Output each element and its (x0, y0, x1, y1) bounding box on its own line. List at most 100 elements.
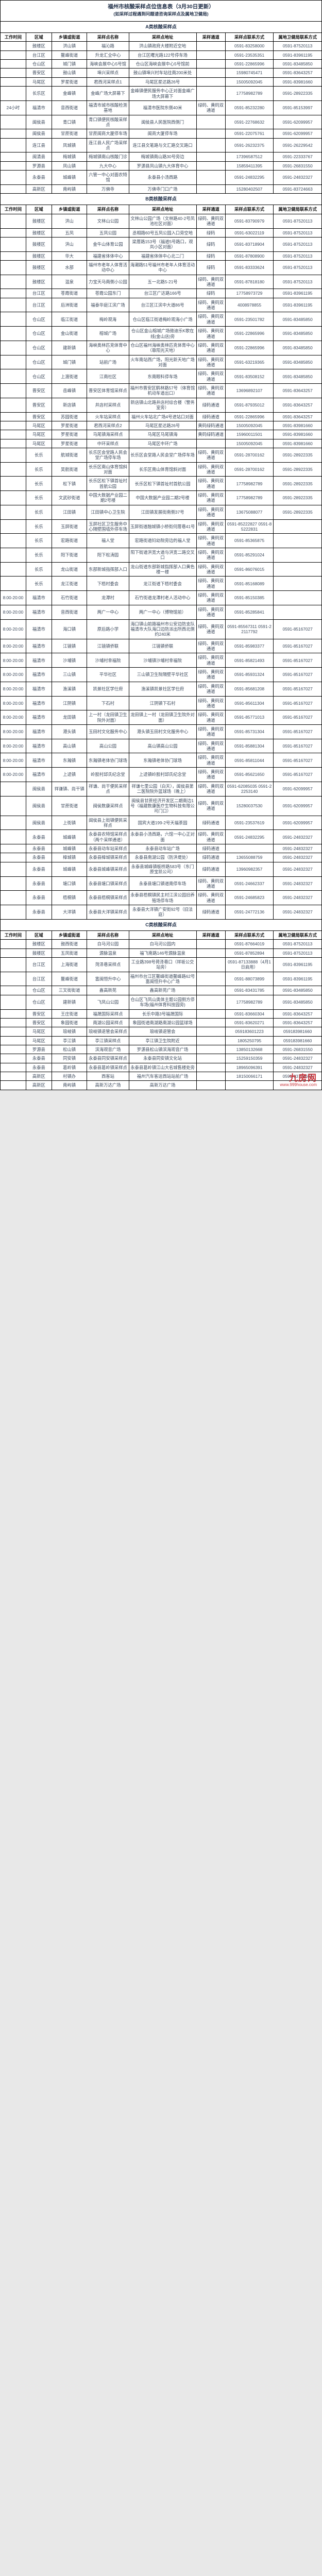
cell-sample-channel[interactable]: 绿码、黄码双通道 (196, 341, 225, 355)
table-row[interactable]: 马尾区 罗星街道 君西河采样点1 马尾区星达路26号 15005092045 0591-8… (1, 77, 322, 86)
cell-sample-channel[interactable]: 绿码通道 (196, 412, 225, 421)
cell-area[interactable]: 高新区 (26, 1081, 52, 1090)
cell-sample-channel[interactable] (196, 1072, 225, 1081)
cell-sample-point-contact[interactable] (225, 844, 274, 853)
cell-town-street[interactable]: 南屿镇 (52, 184, 87, 193)
cell-area[interactable]: 鼓楼区 (26, 940, 52, 948)
cell-sample-point-contact[interactable]: 0591-85811044 (225, 753, 274, 768)
cell-sample-point-name[interactable]: 飞凤山公园 (87, 995, 129, 1009)
cell-town-street[interactable]: 临江街道 (52, 312, 87, 327)
cell-work-time[interactable] (1, 275, 26, 289)
cell-area[interactable]: 长乐 (26, 534, 52, 548)
cell-health-bureau-contact[interactable]: 0591-22333767 (274, 152, 322, 161)
cell-sample-point-name[interactable]: 东部新城指挥部入口 (87, 562, 129, 577)
cell-town-street[interactable]: 凤城镇 (52, 138, 87, 152)
cell-sample-channel[interactable] (196, 77, 225, 86)
cell-sample-point-name[interactable]: 榕城广场 (87, 327, 129, 341)
cell-sample-point-name[interactable]: 海峡奥林匹克体育中心 (87, 341, 129, 355)
table-row[interactable]: 马尾区 罗星街道 中环采样点 马尾区中环广场 15005092045 0591-83981… (1, 439, 322, 448)
cell-sample-channel[interactable]: 绿码、黄码双通道 (196, 696, 225, 710)
table-row[interactable]: 高新区 南屿镇 高新万达广场 高新万达广场 (1, 1081, 322, 1090)
cell-sample-point-name[interactable]: 江镜镇侨联 (87, 639, 129, 653)
cell-sample-point-contact[interactable]: 0591-88073899 (225, 972, 274, 986)
table-row[interactable]: 8:00-20:00 福清市 沙埔镇 沙埔村幸福院 沙埔镇沙埔村幸福院 绿码、黄码双通道 0… (1, 653, 322, 668)
cell-sample-point-address[interactable]: 两广一中心（博物馆前） (129, 605, 196, 619)
cell-sample-channel[interactable]: 绿码通道 (196, 844, 225, 853)
cell-work-time[interactable] (1, 816, 26, 830)
cell-sample-point-contact[interactable]: 0591-83508152 (225, 369, 274, 384)
cell-sample-channel[interactable] (196, 972, 225, 986)
cell-sample-point-contact[interactable]: 0591-87664019 (225, 940, 274, 948)
cell-town-street[interactable]: 松下镇 (52, 477, 87, 491)
cell-work-time[interactable]: 8:00-20:00 (1, 605, 26, 619)
cell-sample-point-name[interactable]: 永泰县梧桐镇采样点 (87, 891, 129, 905)
cell-sample-point-contact[interactable]: 0591-85365875 (225, 534, 274, 548)
cell-health-bureau-contact[interactable]: 0591-83981660 (274, 430, 322, 439)
cell-work-time[interactable] (1, 548, 26, 562)
cell-town-street[interactable]: 樟城镇 (52, 853, 87, 862)
table-row[interactable]: 闽侯县 甘蔗街道 甘蔗闽商大厦停车场 闽商大厦停车场 0591-22075761 0591… (1, 129, 322, 138)
cell-town-street[interactable]: 同安镇 (52, 1054, 87, 1063)
cell-health-bureau-contact[interactable]: 0591-83485850 (274, 369, 322, 384)
cell-sample-point-contact[interactable]: 0591-63219365 (225, 355, 274, 369)
cell-area[interactable]: 仓山区 (26, 355, 52, 369)
cell-sample-point-name[interactable]: 金峰广场大屏幕下 (87, 87, 129, 101)
cell-sample-point-address[interactable]: 火车南站西广场，阳光新天地广场对面 (129, 355, 196, 369)
cell-area[interactable]: 福清市 (26, 753, 52, 768)
cell-sample-point-address[interactable]: 罗源县松山镇滨海观音广场 (129, 1045, 196, 1054)
cell-sample-point-address[interactable]: 福建省体体中心北二门 (129, 251, 196, 260)
cell-area[interactable]: 永泰县 (26, 844, 52, 853)
cell-sample-point-contact[interactable]: 059183601223 (225, 1027, 274, 1036)
table-row[interactable]: 长乐 玉屏街道 玉屏社区卫生服务中心隔壁围墙外停车场 玉屏街道融城镇小桥街何厝巷41号… (1, 519, 322, 534)
table-row[interactable]: 长乐 航城街道 长乐区会堂路人民会堂广场停车场 长乐区会堂路人民会堂广场停车场 绿码、黄… (1, 448, 322, 462)
cell-sample-channel[interactable] (196, 1045, 225, 1054)
table-row[interactable]: 仓山区 建新镇 海峡奥林匹克体育中心 仓山区福州海峡奥林匹克体育中心（靠阳光天地） 绿码… (1, 341, 322, 355)
cell-work-time[interactable]: 8:00-20:00 (1, 696, 26, 710)
cell-health-bureau-contact[interactable]: 0591-87520113 (274, 940, 322, 948)
cell-work-time[interactable] (1, 50, 26, 59)
cell-area[interactable]: 福清市 (26, 739, 52, 753)
cell-sample-channel[interactable]: 绿码、黄码双通道 (196, 562, 225, 577)
table-row[interactable]: 马尾区 罗星街道 马尾镇海采样点 马尾区马尾镇海 黄码绿码通道 15960011501 05… (1, 430, 322, 439)
cell-health-bureau-contact[interactable] (274, 605, 322, 619)
cell-sample-point-name[interactable]: 高新万达广场 (87, 1081, 129, 1090)
cell-area[interactable]: 高新区 (26, 184, 52, 193)
cell-town-street[interactable]: 洪山 (52, 214, 87, 228)
cell-sample-channel[interactable] (196, 948, 225, 957)
cell-sample-channel[interactable]: 绿码、黄码双通道 (196, 369, 225, 384)
cell-health-bureau-contact[interactable]: 0591-87520113 (274, 260, 322, 275)
cell-area[interactable]: 长乐 (26, 505, 52, 519)
cell-sample-channel[interactable] (196, 1018, 225, 1027)
cell-town-street[interactable]: 城峰镇 (52, 171, 87, 185)
cell-sample-point-name[interactable]: 君西河采样点2 (87, 421, 129, 430)
cell-sample-point-contact[interactable]: 0591-85168089 (225, 577, 274, 591)
cell-sample-point-address[interactable]: 闽侯县甘蔗经济开发区二期南边1号（福建数康医疗生物科技有限公司门口） (129, 796, 196, 816)
cell-sample-point-contact[interactable] (225, 1081, 274, 1090)
cell-town-street[interactable]: 音西街道 (52, 605, 87, 619)
cell-work-time[interactable]: 8:00-20:00 (1, 710, 26, 725)
cell-sample-channel[interactable]: 绿码、黄码双通道 (196, 639, 225, 653)
cell-sample-point-name[interactable]: 菏泽巷采样点 (87, 957, 129, 972)
table-row[interactable]: 仓山区 上渡街道 江南社区 东南眼科停车场 绿码、黄码双通道 0591-83508152 0… (1, 369, 322, 384)
cell-sample-point-name[interactable]: 金牛山体育公园 (87, 237, 129, 251)
cell-work-time[interactable]: 8:00-20:00 (1, 768, 26, 782)
table-row[interactable]: 永泰县 城峰镇 永泰县城峰镇采样点 永泰县城峰镇板桥路583号（东门原宝凯公司） 绿码通… (1, 862, 322, 876)
cell-sample-point-contact[interactable]: 13675088077 (225, 505, 274, 519)
cell-sample-point-name[interactable]: 上一村（龙田镇卫生院外对面） (87, 710, 129, 725)
cell-sample-point-address[interactable]: 台江区曙光路122号停车场 (129, 50, 196, 59)
cell-sample-point-contact[interactable]: 13850132668 (225, 1045, 274, 1054)
cell-town-street[interactable]: 龙田镇 (52, 710, 87, 725)
cell-health-bureau-contact[interactable]: 0591-83485850 (274, 341, 322, 355)
cell-sample-point-contact[interactable]: 15280402507 (225, 184, 274, 193)
cell-sample-channel[interactable]: 绿码、黄码双通道 (196, 448, 225, 462)
cell-area[interactable]: 马尾区 (26, 77, 52, 86)
cell-work-time[interactable] (1, 421, 26, 430)
cell-work-time[interactable] (1, 184, 26, 193)
cell-sample-point-name[interactable]: 源脉温泉 (87, 948, 129, 957)
cell-area[interactable]: 福清市 (26, 100, 52, 115)
cell-sample-point-address[interactable]: 福州火车站北广场4号进站口对面 (129, 412, 196, 421)
cell-sample-channel[interactable]: 绿码、黄码双通道 (196, 312, 225, 327)
cell-sample-point-contact[interactable]: 0591-83333624 (225, 260, 274, 275)
cell-sample-point-contact[interactable]: 0591-28700162 (225, 448, 274, 462)
cell-sample-point-contact[interactable]: 15859411395 (225, 161, 274, 170)
